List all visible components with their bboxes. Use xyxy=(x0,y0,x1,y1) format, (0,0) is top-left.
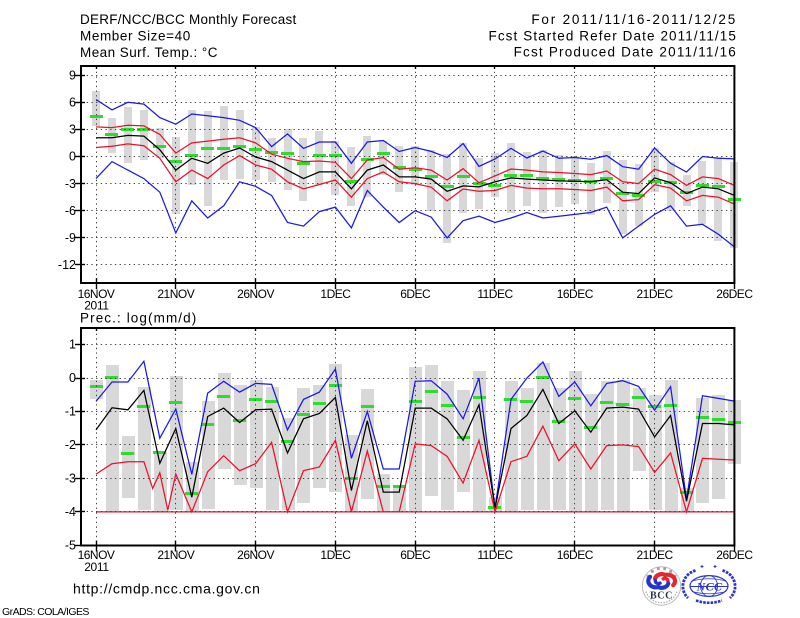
svg-text:GrADS: COLA/IGES: GrADS: COLA/IGES xyxy=(2,606,89,618)
svg-text:16NOV: 16NOV xyxy=(78,287,115,301)
svg-text:-3: -3 xyxy=(65,177,76,191)
svg-text:-5: -5 xyxy=(65,539,76,553)
svg-text:-6: -6 xyxy=(65,204,76,218)
svg-text:1DEC: 1DEC xyxy=(320,548,351,562)
svg-text:2011: 2011 xyxy=(84,299,109,313)
svg-text:26DEC: 26DEC xyxy=(716,287,753,301)
svg-text:16NOV: 16NOV xyxy=(78,548,115,562)
svg-text:21DEC: 21DEC xyxy=(637,287,674,301)
svg-text:http://cmdp.ncc.cma.gov.cn: http://cmdp.ncc.cma.gov.cn xyxy=(73,581,261,597)
svg-text:-9: -9 xyxy=(65,231,76,245)
svg-text:16DEC: 16DEC xyxy=(557,548,594,562)
svg-text:21DEC: 21DEC xyxy=(637,548,674,562)
svg-text:For 2011/11/16-2011/12/25: For 2011/11/16-2011/12/25 xyxy=(531,12,737,27)
svg-text:26DEC: 26DEC xyxy=(716,548,753,562)
svg-text:-12: -12 xyxy=(58,258,76,272)
svg-text:NCC: NCC xyxy=(696,580,723,594)
svg-text:26NOV: 26NOV xyxy=(237,548,274,562)
svg-text:26NOV: 26NOV xyxy=(237,287,274,301)
svg-text:11DEC: 11DEC xyxy=(477,287,513,301)
svg-text:11DEC: 11DEC xyxy=(477,548,513,562)
svg-text:Prec.: log(mm/d): Prec.: log(mm/d) xyxy=(80,311,197,326)
svg-text:Fcst Started Refer Date 2011/1: Fcst Started Refer Date 2011/11/15 xyxy=(488,29,737,44)
svg-text:Mean Surf. Temp.: °C: Mean Surf. Temp.: °C xyxy=(80,45,218,60)
svg-text:Fcst Produced Date 2011/11/16: Fcst Produced Date 2011/11/16 xyxy=(514,45,737,60)
svg-text:6DEC: 6DEC xyxy=(400,548,431,562)
svg-text:1: 1 xyxy=(69,338,76,352)
svg-text:DERF/NCC/BCC Monthly Forecast: DERF/NCC/BCC Monthly Forecast xyxy=(80,12,297,27)
svg-text:0: 0 xyxy=(69,371,76,385)
svg-text:16DEC: 16DEC xyxy=(557,287,594,301)
svg-text:21NOV: 21NOV xyxy=(157,548,194,562)
svg-text:6: 6 xyxy=(69,95,76,109)
svg-text:-2: -2 xyxy=(65,438,76,452)
svg-text:1DEC: 1DEC xyxy=(320,287,351,301)
svg-text:-4: -4 xyxy=(65,505,76,519)
svg-text:-1: -1 xyxy=(65,405,76,419)
svg-text:-3: -3 xyxy=(65,472,76,486)
svg-text:9: 9 xyxy=(69,68,76,82)
svg-text:BCC: BCC xyxy=(650,591,673,602)
svg-text:3: 3 xyxy=(69,123,76,137)
svg-text:0: 0 xyxy=(69,150,76,164)
svg-text:6DEC: 6DEC xyxy=(400,287,431,301)
svg-text:21NOV: 21NOV xyxy=(157,287,194,301)
svg-text:2011: 2011 xyxy=(84,560,109,574)
svg-text:Member Size=40: Member Size=40 xyxy=(80,29,191,44)
